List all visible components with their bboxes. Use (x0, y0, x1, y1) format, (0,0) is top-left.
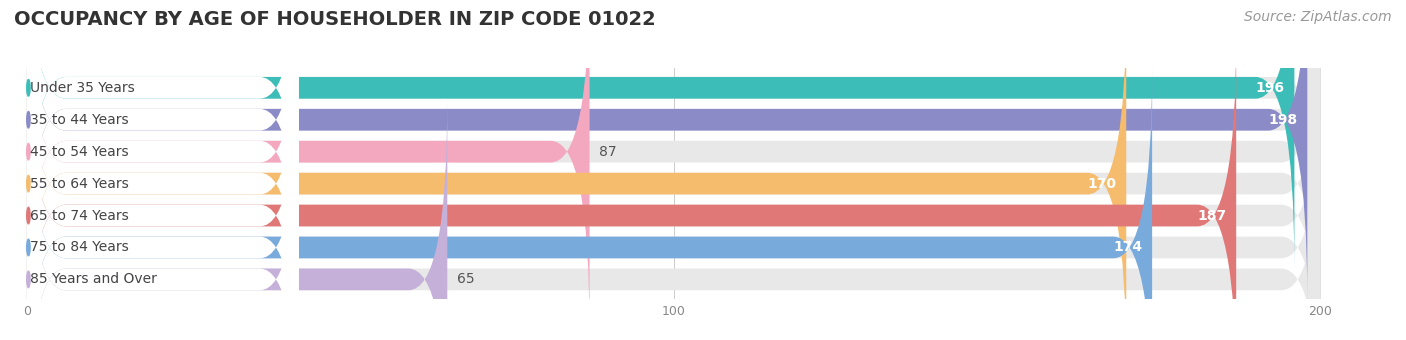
Text: 65 to 74 Years: 65 to 74 Years (30, 208, 129, 223)
Text: 170: 170 (1088, 176, 1116, 191)
FancyBboxPatch shape (27, 67, 1152, 340)
FancyBboxPatch shape (27, 0, 1295, 269)
FancyBboxPatch shape (27, 3, 1320, 340)
Text: 75 to 84 Years: 75 to 84 Years (30, 240, 129, 254)
Text: 187: 187 (1198, 208, 1226, 223)
Text: 85 Years and Over: 85 Years and Over (30, 272, 157, 286)
Text: 35 to 44 Years: 35 to 44 Years (30, 113, 128, 127)
Circle shape (27, 143, 30, 160)
Circle shape (27, 80, 30, 96)
FancyBboxPatch shape (27, 0, 298, 333)
Text: 55 to 64 Years: 55 to 64 Years (30, 176, 129, 191)
Text: 65: 65 (457, 272, 475, 286)
FancyBboxPatch shape (27, 67, 298, 340)
Circle shape (27, 207, 30, 224)
FancyBboxPatch shape (27, 35, 298, 340)
Text: Under 35 Years: Under 35 Years (30, 81, 135, 95)
FancyBboxPatch shape (27, 99, 447, 340)
Circle shape (27, 239, 30, 256)
Circle shape (27, 175, 30, 192)
FancyBboxPatch shape (27, 0, 589, 333)
FancyBboxPatch shape (27, 0, 1320, 301)
Text: 196: 196 (1256, 81, 1285, 95)
Text: OCCUPANCY BY AGE OF HOUSEHOLDER IN ZIP CODE 01022: OCCUPANCY BY AGE OF HOUSEHOLDER IN ZIP C… (14, 10, 655, 29)
Text: 45 to 54 Years: 45 to 54 Years (30, 144, 128, 159)
FancyBboxPatch shape (27, 99, 298, 340)
FancyBboxPatch shape (27, 35, 1236, 340)
FancyBboxPatch shape (27, 0, 1308, 301)
FancyBboxPatch shape (27, 0, 298, 301)
FancyBboxPatch shape (27, 0, 1320, 269)
Text: 198: 198 (1268, 113, 1298, 127)
Circle shape (27, 271, 30, 288)
Text: 87: 87 (599, 144, 617, 159)
FancyBboxPatch shape (27, 3, 1126, 340)
FancyBboxPatch shape (27, 0, 1320, 333)
FancyBboxPatch shape (27, 67, 1320, 340)
Circle shape (27, 112, 30, 128)
FancyBboxPatch shape (27, 3, 298, 340)
Text: Source: ZipAtlas.com: Source: ZipAtlas.com (1244, 10, 1392, 24)
Text: 174: 174 (1114, 240, 1143, 254)
FancyBboxPatch shape (27, 0, 298, 269)
FancyBboxPatch shape (27, 99, 1320, 340)
FancyBboxPatch shape (27, 35, 1320, 340)
